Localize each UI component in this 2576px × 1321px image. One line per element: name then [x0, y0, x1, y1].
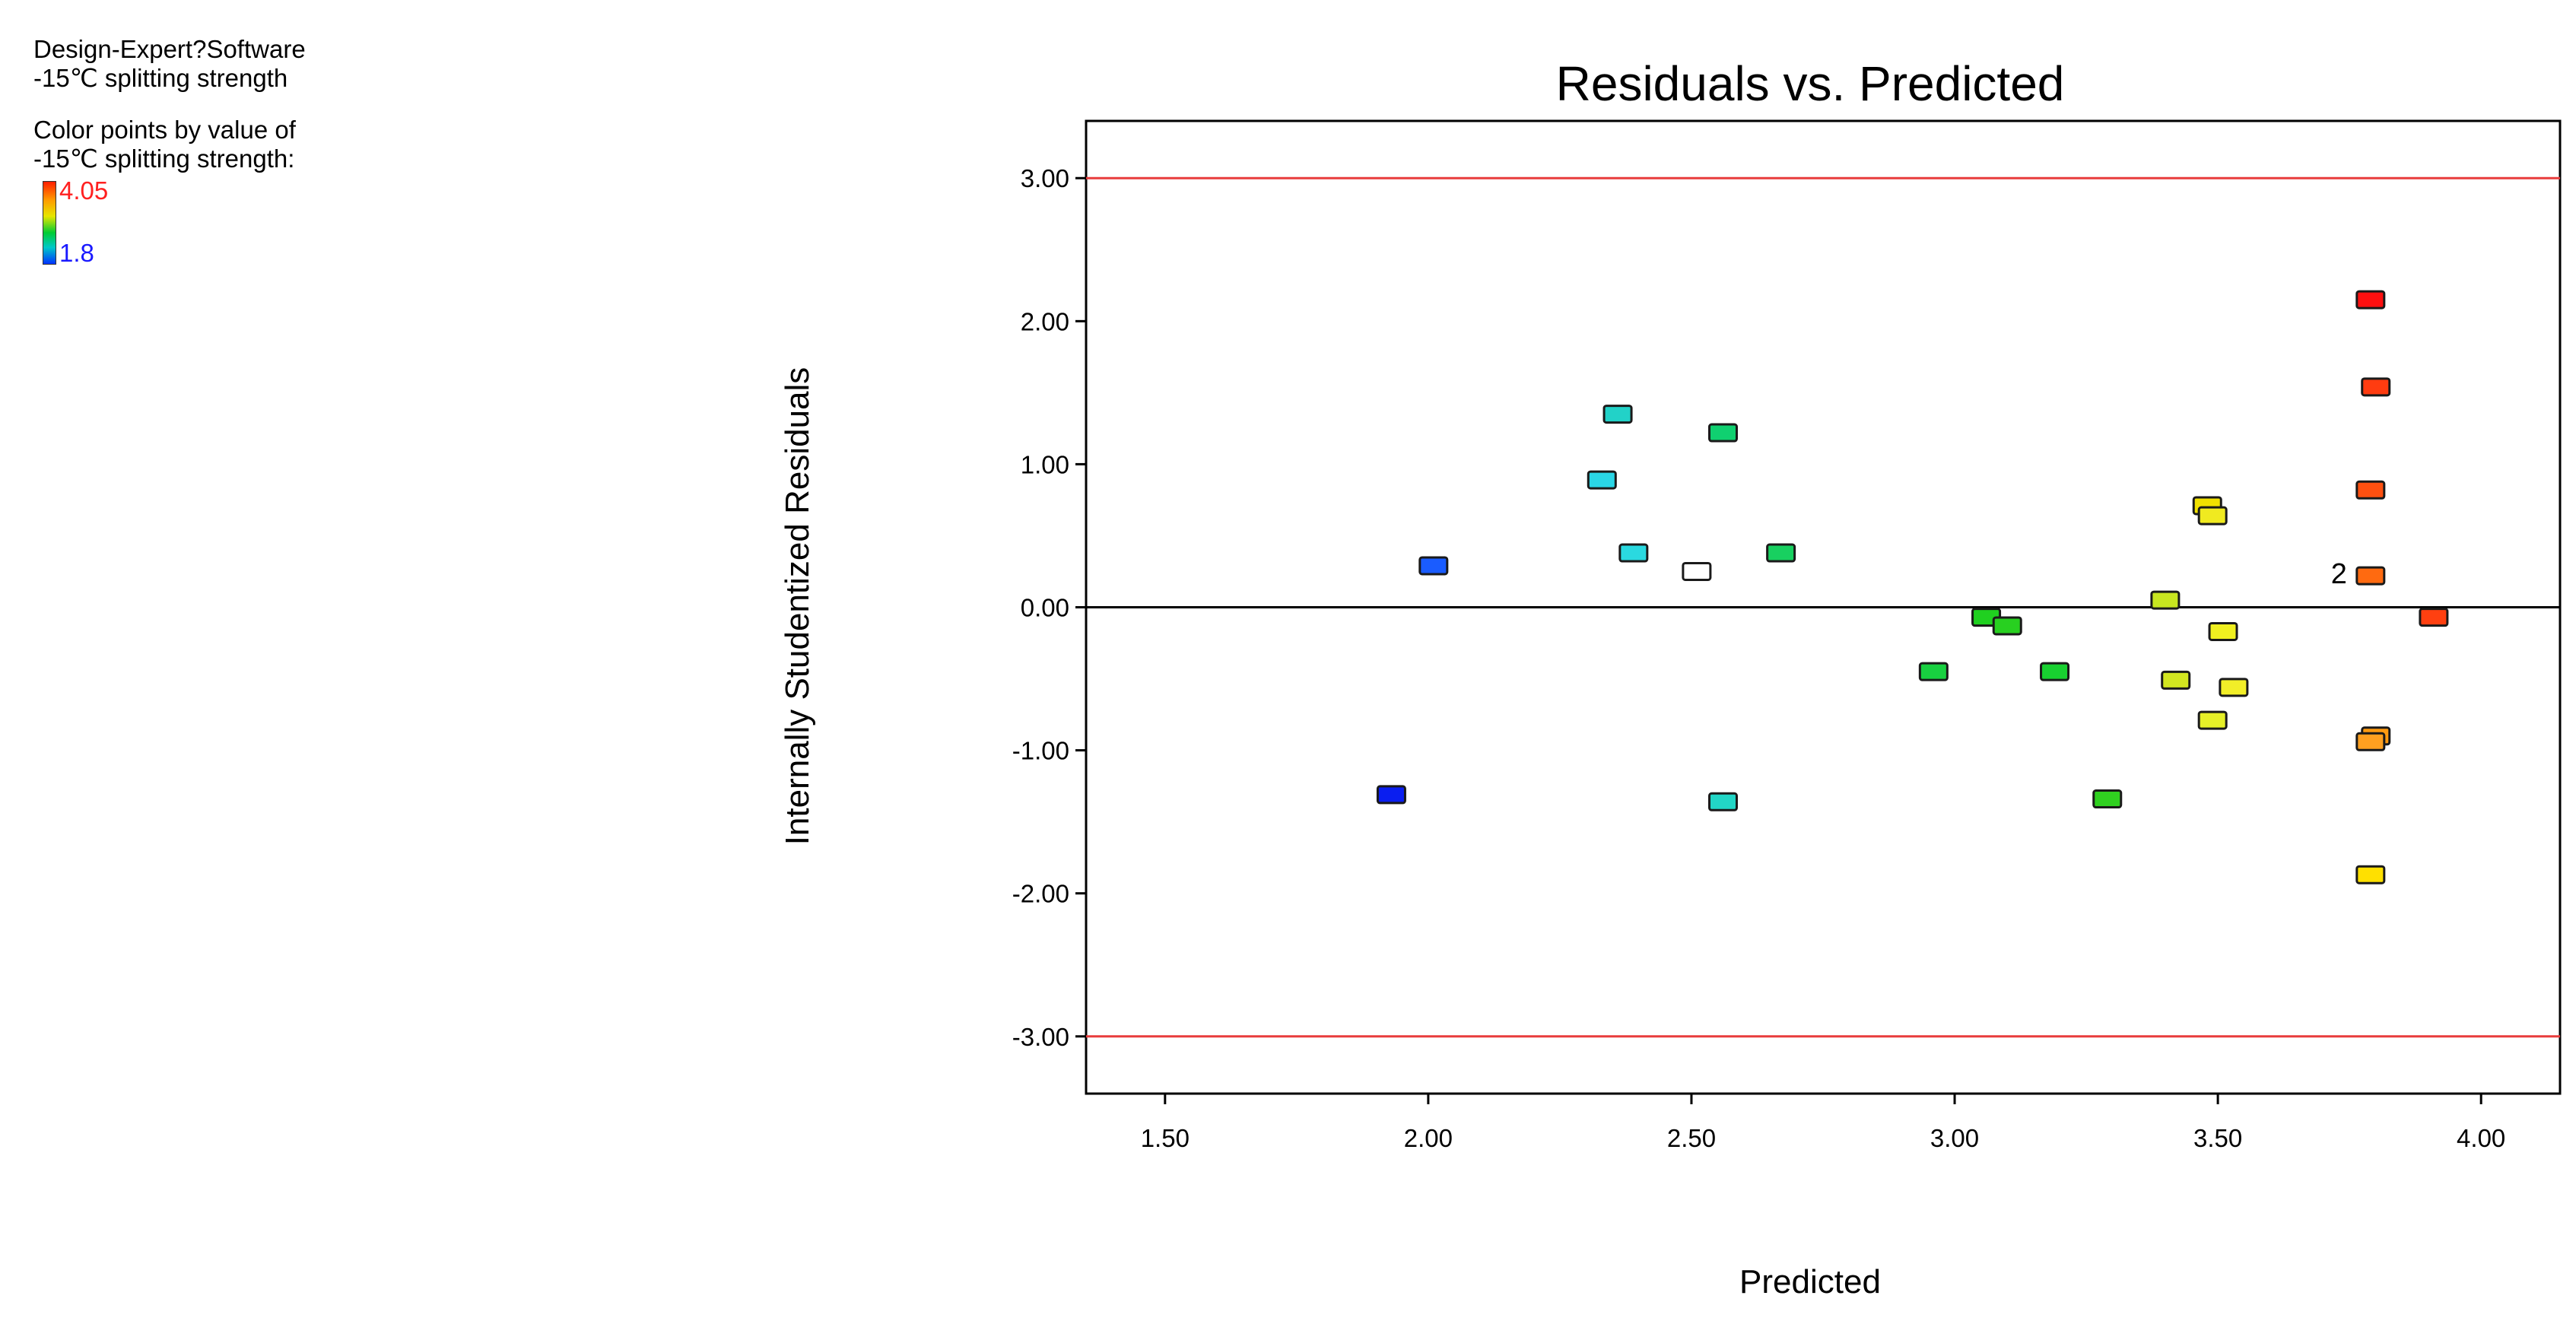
- data-point: [2355, 480, 2386, 500]
- data-point: [1682, 561, 1712, 581]
- data-point: [2355, 865, 2386, 884]
- y-tick-label: 2.00: [1021, 307, 1069, 335]
- data-point: [2208, 621, 2238, 641]
- x-tick-label: 1.50: [1141, 1124, 1190, 1152]
- data-point: [2361, 377, 2391, 397]
- color-by-response: -15℃ splitting strength:: [33, 144, 295, 173]
- y-tick-label: -2.00: [1012, 880, 1069, 908]
- x-tick-label: 3.50: [2193, 1124, 2242, 1152]
- y-tick-label: 1.00: [1021, 450, 1069, 478]
- color-by-title: Color points by value of: [33, 116, 296, 144]
- y-tick-label: -1.00: [1012, 737, 1069, 765]
- data-point: [1766, 543, 1796, 563]
- data-point: [1618, 543, 1649, 563]
- y-tick-label: -3.00: [1012, 1023, 1069, 1051]
- response-label: -15℃ splitting strength: [33, 64, 288, 92]
- x-tick-label: 3.00: [1930, 1124, 1979, 1152]
- data-point: [2219, 678, 2249, 697]
- data-point: [2419, 608, 2449, 627]
- data-point: [2161, 670, 2191, 690]
- color-scale-max: 4.05: [59, 176, 109, 205]
- data-point: [2150, 590, 2181, 610]
- data-point: [2197, 506, 2228, 526]
- data-point: [1707, 423, 1738, 443]
- y-tick-label: 3.00: [1021, 164, 1069, 192]
- color-scale: 4.05 1.8: [33, 176, 306, 268]
- data-point: [2355, 566, 2386, 586]
- x-tick-label: 2.50: [1667, 1124, 1716, 1152]
- data-point: [1587, 470, 1617, 490]
- data-point: [2197, 710, 2228, 730]
- point-count-annotation: 2: [2331, 558, 2347, 590]
- data-point: [1602, 405, 1633, 424]
- data-point: [1918, 662, 1949, 681]
- color-scale-min: 1.8: [59, 239, 94, 267]
- data-point: [1376, 785, 1406, 805]
- software-label: Design-Expert?Software: [33, 35, 306, 63]
- legend: Design-Expert?Software -15℃ splitting st…: [33, 35, 306, 268]
- chart-title: Residuals vs. Predicted: [1556, 56, 2065, 111]
- data-point: [1707, 792, 1738, 811]
- data-point: [1418, 556, 1449, 576]
- data-point: [2355, 732, 2386, 751]
- plot-area: 1.50 2.00 2.50 3.00 3.50 4.00 -3.00 -2.00 -1.00 0…: [1012, 119, 2562, 1152]
- data-point: [1992, 616, 2022, 636]
- x-tick-label: 2.00: [1404, 1124, 1453, 1152]
- y-tick-label: 0.00: [1021, 594, 1069, 622]
- data-point: [2355, 290, 2386, 310]
- y-axis-label: Internally Studentized Residuals: [779, 367, 816, 846]
- color-gradient-bar: [43, 181, 56, 265]
- data-point: [2040, 662, 2070, 681]
- data-point: [2092, 789, 2123, 809]
- x-tick-label: 4.00: [2457, 1124, 2505, 1152]
- x-axis-label: Predicted: [1739, 1263, 1881, 1300]
